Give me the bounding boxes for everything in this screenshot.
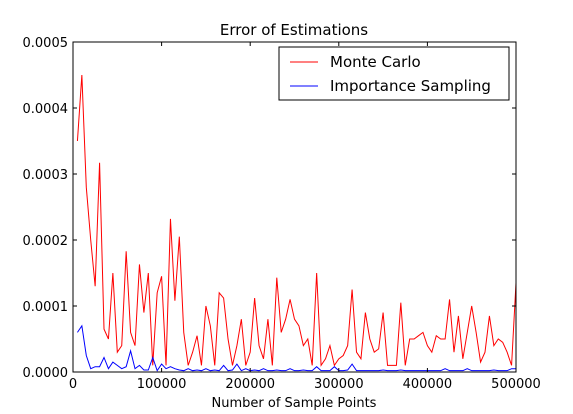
x-tick-label: 0 — [69, 377, 77, 392]
y-tick-label: 0.0002 — [23, 234, 69, 249]
legend: Monte Carlo Importance Sampling — [279, 47, 509, 100]
x-tick-label: 200000 — [225, 377, 275, 392]
y-tick-label: 0.0004 — [23, 102, 69, 117]
chart-title: Error of Estimations — [220, 21, 368, 39]
x-axis-title: Number of Sample Points — [212, 396, 377, 411]
y-tick-label: 0.0000 — [23, 366, 69, 381]
x-tick-label: 400000 — [403, 377, 453, 392]
x-tick-label: 300000 — [314, 377, 364, 392]
x-tick-label: 500000 — [491, 377, 541, 392]
y-tick-label: 0.0003 — [23, 168, 69, 183]
legend-label-monte-carlo: Monte Carlo — [330, 53, 421, 71]
legend-label-importance-sampling: Importance Sampling — [330, 77, 491, 95]
y-tick-label: 0.0001 — [23, 300, 69, 315]
x-tick-label: 100000 — [137, 377, 187, 392]
y-tick-label: 0.0005 — [23, 36, 69, 51]
